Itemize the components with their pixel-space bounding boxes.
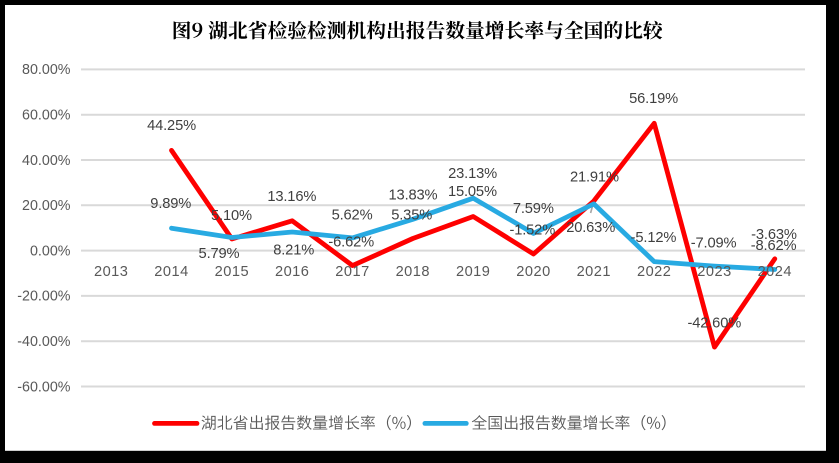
svg-text:-3.63%: -3.63% <box>751 227 797 243</box>
svg-text:13.83%: 13.83% <box>389 188 438 204</box>
svg-text:21.91%: 21.91% <box>570 170 619 186</box>
svg-text:-60.00%: -60.00% <box>17 379 71 395</box>
svg-text:2024: 2024 <box>758 264 792 280</box>
svg-text:7.59%: 7.59% <box>513 201 554 217</box>
svg-text:40.00%: 40.00% <box>22 153 71 169</box>
svg-text:56.19%: 56.19% <box>629 91 678 107</box>
svg-text:2020: 2020 <box>516 264 550 280</box>
svg-text:44.25%: 44.25% <box>147 118 196 134</box>
svg-text:20.63%: 20.63% <box>566 220 615 236</box>
svg-text:2016: 2016 <box>275 264 309 280</box>
svg-text:5.10%: 5.10% <box>211 208 252 224</box>
svg-text:80.00%: 80.00% <box>22 62 71 78</box>
svg-text:0.00%: 0.00% <box>30 243 71 259</box>
svg-text:-1.52%: -1.52% <box>509 223 555 239</box>
svg-text:8.21%: 8.21% <box>273 242 314 258</box>
svg-text:2023: 2023 <box>697 264 731 280</box>
svg-text:-40.00%: -40.00% <box>17 334 71 350</box>
svg-text:-5.12%: -5.12% <box>631 230 677 246</box>
svg-text:2018: 2018 <box>396 264 430 280</box>
svg-text:9.89%: 9.89% <box>150 196 191 212</box>
svg-text:2019: 2019 <box>456 264 490 280</box>
svg-text:2013: 2013 <box>94 264 128 280</box>
svg-text:60.00%: 60.00% <box>22 108 71 124</box>
svg-text:5.62%: 5.62% <box>332 207 373 223</box>
svg-text:5.79%: 5.79% <box>199 246 240 262</box>
svg-text:2022: 2022 <box>637 264 671 280</box>
svg-text:20.00%: 20.00% <box>22 198 71 214</box>
svg-text:2014: 2014 <box>154 264 188 280</box>
svg-text:-8.62%: -8.62% <box>751 238 797 254</box>
svg-text:-7.09%: -7.09% <box>691 235 737 251</box>
svg-text:5.35%: 5.35% <box>391 207 432 223</box>
svg-text:2015: 2015 <box>215 264 249 280</box>
svg-text:15.05%: 15.05% <box>448 184 497 200</box>
svg-text:23.13%: 23.13% <box>448 166 497 182</box>
svg-text:-6.62%: -6.62% <box>328 234 374 250</box>
svg-text:13.16%: 13.16% <box>267 189 316 205</box>
svg-text:-20.00%: -20.00% <box>17 289 71 305</box>
svg-text:2021: 2021 <box>577 264 611 280</box>
svg-text:-42.60%: -42.60% <box>687 316 741 332</box>
svg-text:2017: 2017 <box>335 264 369 280</box>
